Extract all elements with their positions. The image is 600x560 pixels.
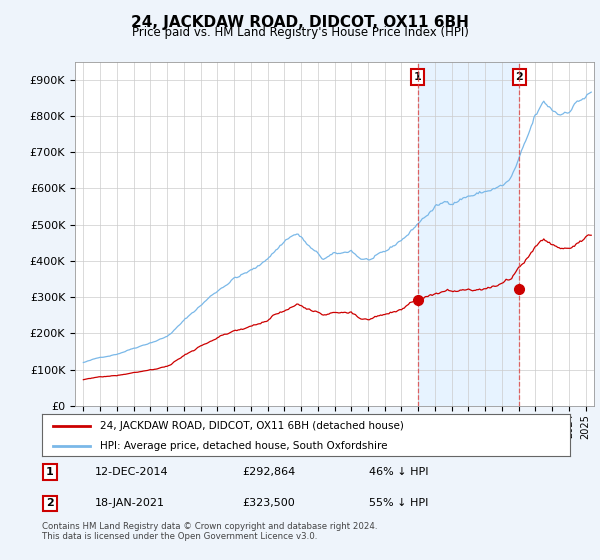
Text: Price paid vs. HM Land Registry's House Price Index (HPI): Price paid vs. HM Land Registry's House … bbox=[131, 26, 469, 39]
Text: 24, JACKDAW ROAD, DIDCOT, OX11 6BH (detached house): 24, JACKDAW ROAD, DIDCOT, OX11 6BH (deta… bbox=[100, 421, 404, 431]
Text: 46% ↓ HPI: 46% ↓ HPI bbox=[370, 467, 429, 477]
Text: 2: 2 bbox=[515, 72, 523, 82]
Text: 1: 1 bbox=[46, 467, 54, 477]
Bar bbox=[418, 62, 520, 406]
Text: £323,500: £323,500 bbox=[242, 498, 295, 508]
Text: 12-DEC-2014: 12-DEC-2014 bbox=[95, 467, 169, 477]
Text: 55% ↓ HPI: 55% ↓ HPI bbox=[370, 498, 429, 508]
Text: 1: 1 bbox=[413, 72, 421, 82]
Text: 24, JACKDAW ROAD, DIDCOT, OX11 6BH: 24, JACKDAW ROAD, DIDCOT, OX11 6BH bbox=[131, 15, 469, 30]
Text: Contains HM Land Registry data © Crown copyright and database right 2024.
This d: Contains HM Land Registry data © Crown c… bbox=[42, 522, 377, 542]
Text: 18-JAN-2021: 18-JAN-2021 bbox=[95, 498, 165, 508]
Text: 2: 2 bbox=[46, 498, 54, 508]
Text: £292,864: £292,864 bbox=[242, 467, 296, 477]
Text: HPI: Average price, detached house, South Oxfordshire: HPI: Average price, detached house, Sout… bbox=[100, 441, 388, 451]
